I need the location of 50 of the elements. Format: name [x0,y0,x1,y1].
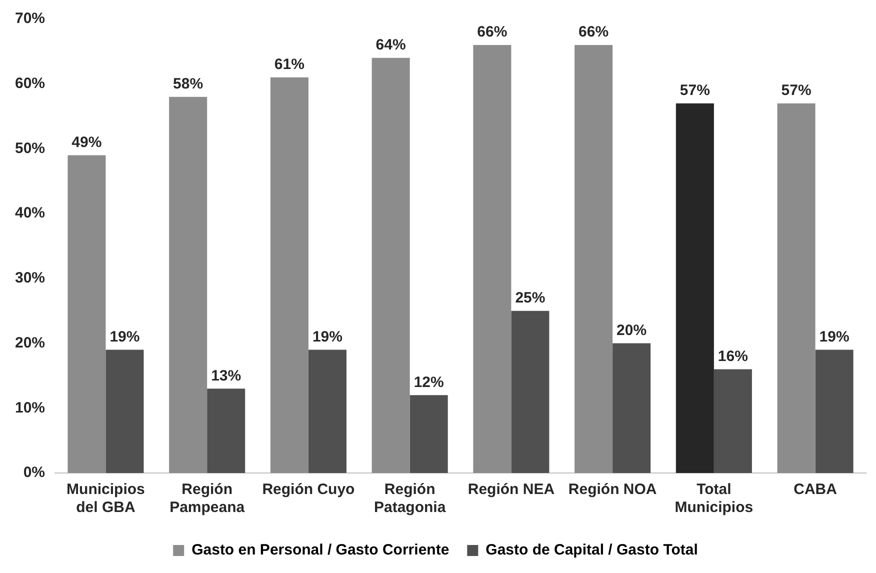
data-label: 12% [414,374,444,391]
data-label: 19% [312,328,342,346]
data-label: 19% [819,328,850,346]
bar [106,350,144,473]
bar [676,103,714,473]
y-tick-label: 10% [14,399,46,416]
data-label: 58% [173,75,204,92]
data-label: 49% [72,134,102,151]
data-label: 57% [680,82,710,99]
x-tick-label: CABA [794,481,838,498]
bar [574,44,613,473]
data-label: 61% [274,56,304,74]
data-label: 25% [515,290,546,306]
data-label: 66% [477,24,508,41]
bar [68,155,106,473]
bar [270,77,308,473]
x-tick-label: Región Cuyo [262,481,355,498]
x-tick-label: Región Pampeana [170,481,246,516]
x-tick-label: Municipios del GBA [66,481,145,516]
bar [714,369,752,473]
data-label: 19% [110,328,140,346]
bar [815,350,854,473]
y-tick-label: 70% [14,10,46,28]
data-label: 13% [211,367,242,384]
bar [473,44,512,473]
data-label: 16% [718,348,748,365]
bar [511,310,550,473]
data-label: 66% [578,24,609,41]
y-tick-label: 20% [14,334,46,352]
bar [308,350,346,473]
bar [169,96,208,473]
bar [777,103,816,473]
bar [410,395,448,473]
legend-label: Gasto de Capital / Gasto Total [486,542,698,559]
y-tick-label: 50% [14,140,46,157]
y-tick-label: 40% [14,204,46,222]
legend-label: Gasto en Personal / Gasto Corriente [192,542,450,559]
x-tick-label: Región Patagonia [374,481,446,516]
data-label: 64% [376,36,406,54]
x-tick-label: Región NOA [568,481,657,498]
x-tick-label: Total Municipios [674,481,754,516]
bar [372,58,410,473]
bar [207,388,246,473]
y-tick-label: 60% [14,75,46,92]
y-tick-label: 30% [14,270,46,287]
data-label: 57% [781,82,812,99]
x-tick-label: Región NEA [468,481,555,498]
bar [612,343,651,473]
y-tick-label: 0% [23,464,46,482]
data-label: 20% [616,322,647,339]
